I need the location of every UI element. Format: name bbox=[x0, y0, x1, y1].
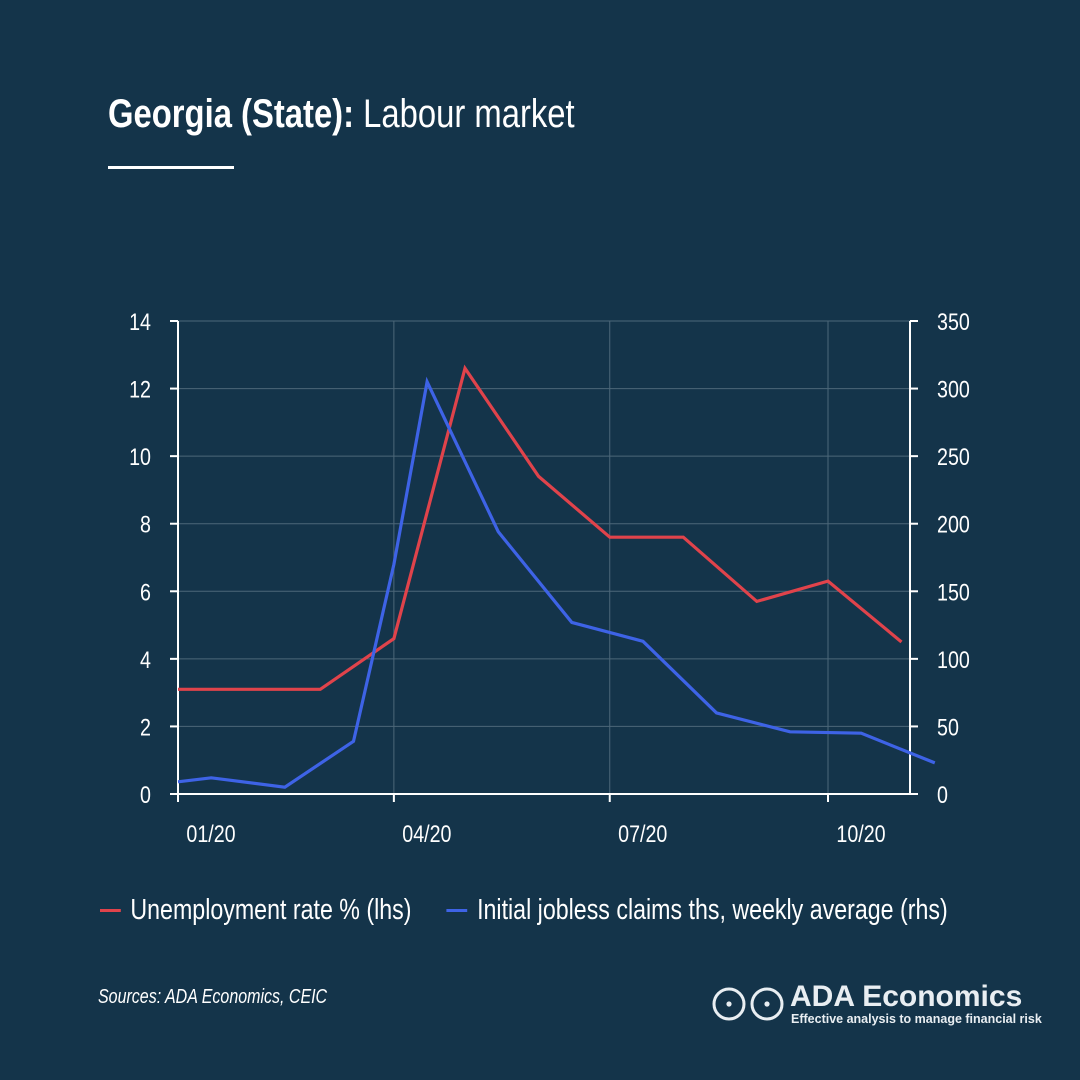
y-right-tick-label: 0 bbox=[937, 781, 948, 808]
y-left-tick-label: 4 bbox=[140, 646, 151, 673]
y-right-tick-label: 150 bbox=[937, 578, 970, 605]
y-right-tick-label: 50 bbox=[937, 714, 959, 741]
brand-name: ADA Economics bbox=[790, 980, 1023, 1013]
y-right-tick-label: 100 bbox=[937, 646, 970, 673]
x-tick-label: 04/20 bbox=[402, 820, 451, 847]
double-circle-logo-icon bbox=[712, 987, 784, 1021]
y-left-tick-label: 14 bbox=[129, 308, 151, 335]
series-line-jobless-claims bbox=[177, 376, 936, 789]
title-bold: Georgia (State): bbox=[108, 92, 355, 136]
x-tick-label: 10/20 bbox=[836, 820, 885, 847]
legend-label-unemployment: Unemployment rate % (lhs) bbox=[130, 894, 412, 926]
brand-block: ADA Economics Effective analysis to mana… bbox=[710, 980, 1050, 1030]
title-light: Labour market bbox=[363, 92, 575, 136]
y-left-tick-label: 10 bbox=[129, 443, 151, 470]
y-left-tick-label: 8 bbox=[140, 511, 151, 538]
y-right-tick-label: 350 bbox=[937, 308, 970, 335]
y-right-tick-label: 250 bbox=[937, 443, 970, 470]
y-left-tick-label: 0 bbox=[140, 781, 151, 808]
page-title: Georgia (State): Labour market bbox=[108, 88, 575, 140]
x-tick-label: 07/20 bbox=[618, 820, 667, 847]
y-left-tick-label: 2 bbox=[140, 714, 151, 741]
source-note: Sources: ADA Economics, CEIC bbox=[98, 986, 328, 1008]
y-right-tick-label: 300 bbox=[937, 376, 970, 403]
legend-item-claims: Initial jobless claims ths, weekly avera… bbox=[446, 894, 948, 927]
brand-tagline: Effective analysis to manage financial r… bbox=[791, 1012, 1042, 1026]
legend-swatch-claims bbox=[446, 909, 468, 912]
legend-item-unemployment: Unemployment rate % (lhs) bbox=[100, 894, 411, 927]
y-right-tick-label: 200 bbox=[937, 511, 970, 538]
chart-legend: Unemployment rate % (lhs) Initial jobles… bbox=[100, 894, 983, 927]
series-line-unemployment bbox=[178, 364, 903, 691]
legend-label-claims: Initial jobless claims ths, weekly avera… bbox=[477, 894, 948, 926]
y-left-tick-label: 12 bbox=[129, 376, 151, 403]
y-left-tick-label: 6 bbox=[140, 578, 151, 605]
x-tick-label: 01/20 bbox=[186, 820, 235, 847]
legend-swatch-unemployment bbox=[100, 909, 121, 912]
title-underline bbox=[108, 166, 234, 169]
